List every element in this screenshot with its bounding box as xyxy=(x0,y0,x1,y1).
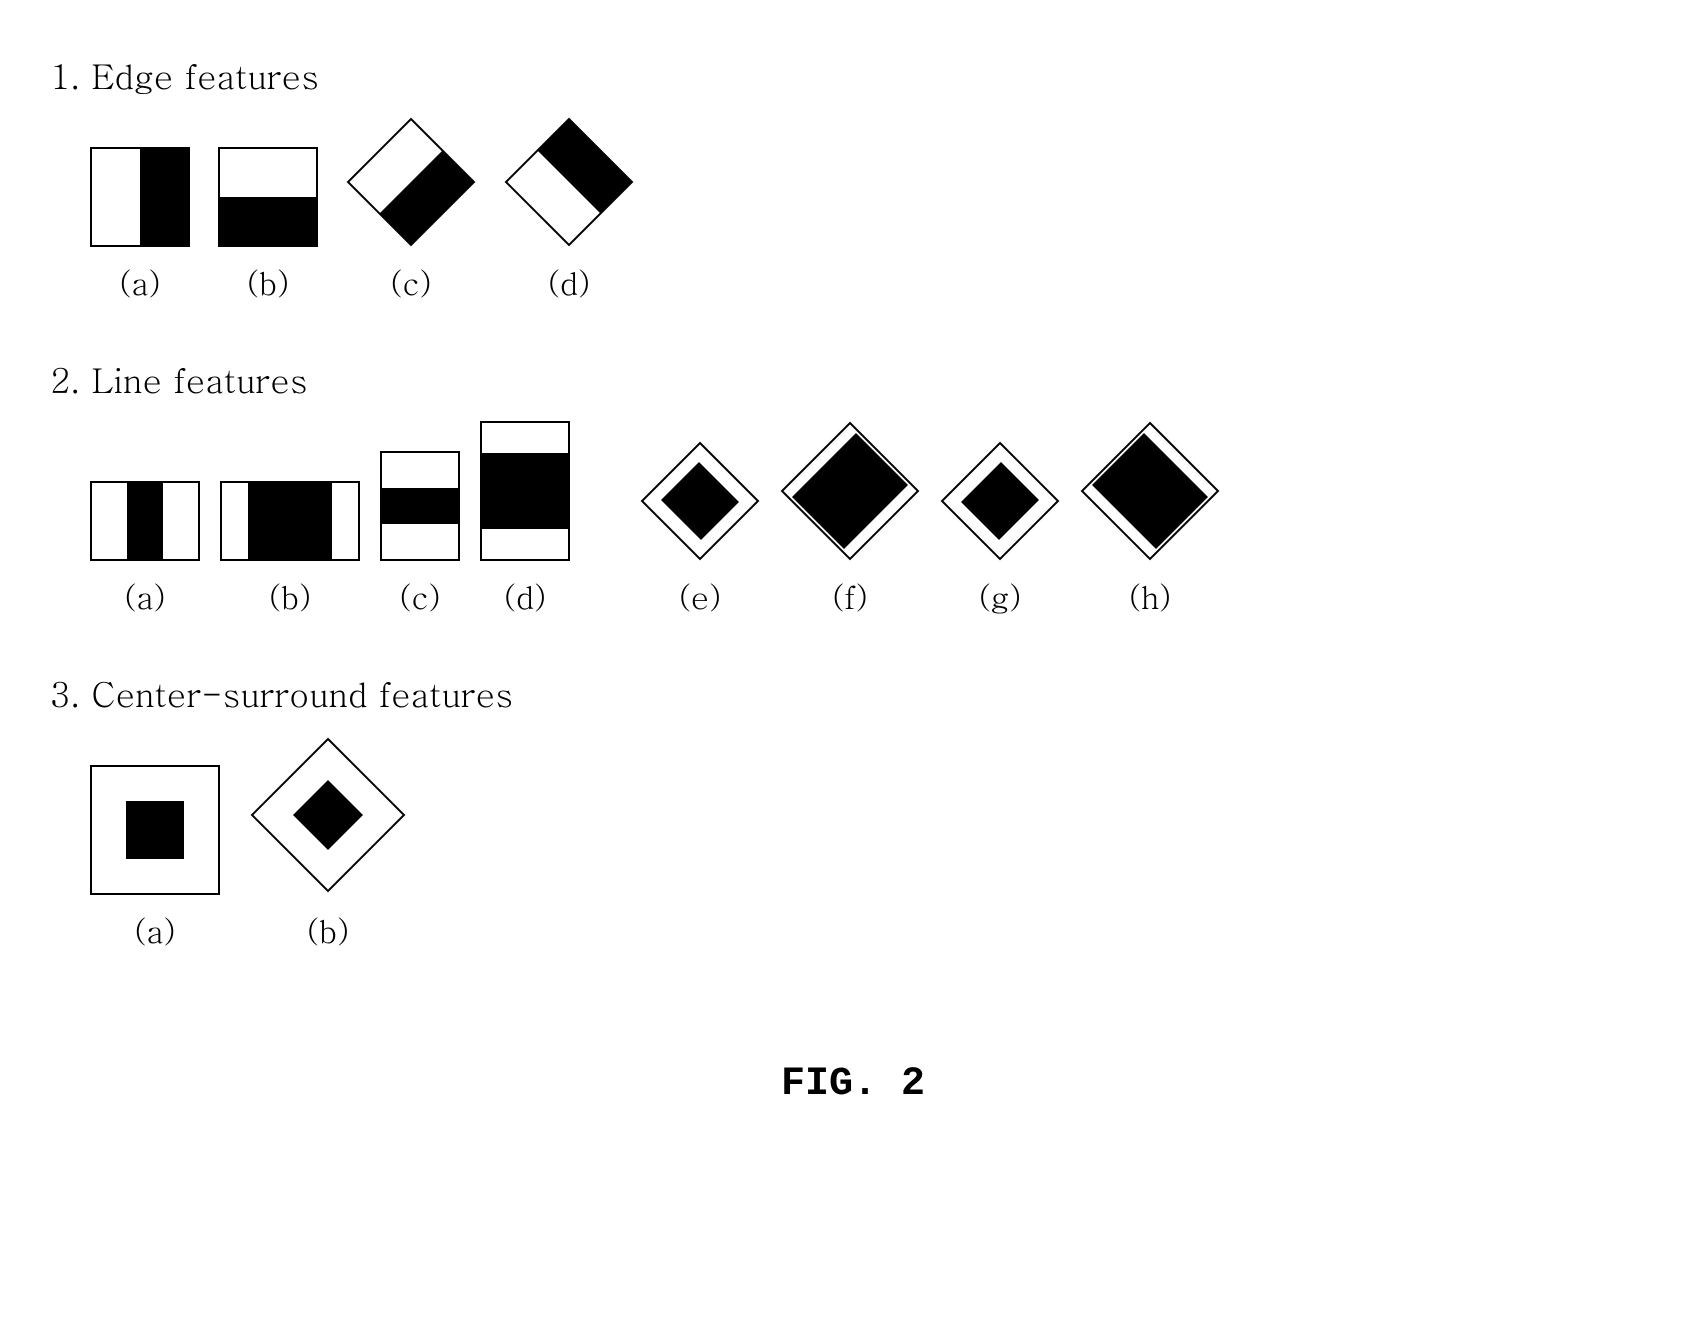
line-g: (g) xyxy=(940,441,1060,618)
center-a: (a) xyxy=(90,765,220,952)
line-h-label: (h) xyxy=(1129,573,1172,618)
center-b: (b) xyxy=(248,735,408,952)
line-d-icon xyxy=(480,421,570,561)
line-f-label: (f) xyxy=(832,573,868,618)
edge-b-label: (b) xyxy=(247,259,290,304)
section-edge-title: 1. Edge features xyxy=(50,50,1656,99)
center-row: (a) (b) xyxy=(90,735,1656,952)
line-e-label: (e) xyxy=(679,573,722,618)
edge-c: (c) xyxy=(346,117,476,304)
center-a-icon xyxy=(90,765,220,895)
line-e-icon xyxy=(640,441,760,561)
edge-b-icon xyxy=(218,147,318,247)
line-e: (e) xyxy=(640,441,760,618)
line-b: (b) xyxy=(220,481,360,618)
edge-d-icon xyxy=(504,117,634,247)
edge-a-label: (a) xyxy=(119,259,160,304)
line-c: (c) xyxy=(380,451,460,618)
line-f: (f) xyxy=(780,421,920,618)
figure-caption: FIG. 2 xyxy=(50,1062,1656,1107)
line-row: (a) (b) (c) (d) xyxy=(90,421,1656,618)
line-c-label: (c) xyxy=(399,573,440,618)
section-center-title: 3. Center-surround features xyxy=(50,668,1656,717)
edge-a: (a) xyxy=(90,147,190,304)
line-d: (d) xyxy=(480,421,570,618)
line-a-icon xyxy=(90,481,200,561)
line-h: (h) xyxy=(1080,421,1220,618)
center-b-icon xyxy=(248,735,408,895)
line-g-label: (g) xyxy=(979,573,1022,618)
line-g-icon xyxy=(940,441,1060,561)
section-line-title: 2. Line features xyxy=(50,354,1656,403)
line-c-icon xyxy=(380,451,460,561)
edge-b: (b) xyxy=(218,147,318,304)
line-d-label: (d) xyxy=(504,573,547,618)
edge-a-icon xyxy=(90,147,190,247)
line-a-label: (a) xyxy=(124,573,165,618)
line-a: (a) xyxy=(90,481,200,618)
line-b-label: (b) xyxy=(269,573,312,618)
edge-c-icon xyxy=(346,117,476,247)
line-b-icon xyxy=(220,481,360,561)
edge-d-label: (d) xyxy=(548,259,591,304)
center-b-label: (b) xyxy=(307,907,350,952)
edge-c-label: (c) xyxy=(390,259,431,304)
center-a-label: (a) xyxy=(134,907,175,952)
line-h-icon xyxy=(1080,421,1220,561)
edge-row: (a) (b) (c) (d) xyxy=(90,117,1656,304)
line-f-icon xyxy=(780,421,920,561)
edge-d: (d) xyxy=(504,117,634,304)
